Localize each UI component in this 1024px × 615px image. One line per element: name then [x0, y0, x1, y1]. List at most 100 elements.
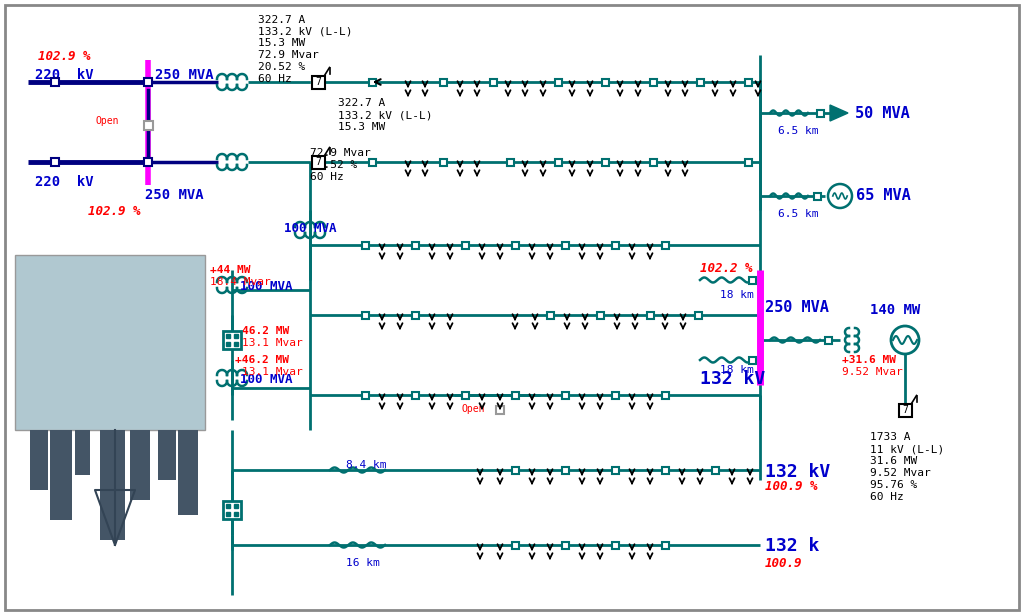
- Text: +31.6 MW: +31.6 MW: [842, 355, 896, 365]
- Bar: [512, 392, 518, 399]
- Bar: [496, 406, 504, 414]
- Bar: [507, 159, 513, 165]
- Bar: [611, 392, 618, 399]
- Text: 72.9 Mvar: 72.9 Mvar: [258, 50, 318, 60]
- Text: 322.7 A: 322.7 A: [338, 98, 385, 108]
- Text: 7: 7: [315, 77, 321, 87]
- Text: 220  kV: 220 kV: [35, 68, 93, 82]
- Bar: [439, 159, 446, 165]
- Bar: [662, 541, 669, 549]
- Bar: [555, 159, 561, 165]
- Text: 60 Hz: 60 Hz: [310, 172, 344, 182]
- Bar: [662, 392, 669, 399]
- Bar: [412, 312, 419, 319]
- Text: 31.6 MW: 31.6 MW: [870, 456, 918, 466]
- Bar: [512, 541, 518, 549]
- Text: 18.4 Mvar: 18.4 Mvar: [210, 277, 270, 287]
- Bar: [512, 242, 518, 248]
- Text: 7: 7: [315, 157, 321, 167]
- Bar: [50, 430, 72, 520]
- Text: 95.76 %: 95.76 %: [870, 480, 918, 490]
- FancyBboxPatch shape: [311, 156, 325, 169]
- Bar: [712, 467, 719, 474]
- Bar: [813, 192, 820, 199]
- Text: 100 MVA: 100 MVA: [240, 373, 293, 386]
- Text: 133.2 kV (L-L): 133.2 kV (L-L): [338, 110, 432, 120]
- Text: 140 MW: 140 MW: [870, 303, 921, 317]
- Text: 11 kV (L-L): 11 kV (L-L): [870, 444, 944, 454]
- Text: 16 km: 16 km: [346, 558, 380, 568]
- Bar: [611, 541, 618, 549]
- Bar: [696, 79, 703, 85]
- Text: 18 km: 18 km: [720, 290, 754, 300]
- Text: 102.9 %: 102.9 %: [88, 205, 140, 218]
- Text: 100.9 %: 100.9 %: [765, 480, 817, 493]
- Text: 250 MVA: 250 MVA: [155, 68, 214, 82]
- Bar: [749, 277, 756, 284]
- Text: 72.9 Mvar: 72.9 Mvar: [310, 148, 371, 158]
- Bar: [130, 430, 150, 500]
- Text: 20.52 %: 20.52 %: [310, 160, 357, 170]
- Text: 60 Hz: 60 Hz: [870, 492, 904, 502]
- Bar: [649, 79, 656, 85]
- Text: +46.2 MW: +46.2 MW: [234, 355, 289, 365]
- Bar: [816, 109, 823, 116]
- Text: 132 k: 132 k: [765, 537, 819, 555]
- Text: 102.9 %: 102.9 %: [38, 50, 90, 63]
- Bar: [547, 312, 554, 319]
- Bar: [361, 312, 369, 319]
- Bar: [158, 430, 176, 480]
- Bar: [611, 242, 618, 248]
- Bar: [662, 242, 669, 248]
- Bar: [143, 121, 153, 130]
- Bar: [51, 158, 59, 166]
- Text: 220  kV: 220 kV: [35, 175, 93, 189]
- Bar: [178, 430, 198, 515]
- Text: 100.9: 100.9: [765, 557, 803, 570]
- Bar: [30, 430, 48, 490]
- Text: 6.5 km: 6.5 km: [778, 126, 818, 136]
- Bar: [555, 79, 561, 85]
- Bar: [749, 357, 756, 363]
- Text: 65 MVA: 65 MVA: [856, 188, 910, 203]
- Text: 102.2 %: 102.2 %: [700, 262, 753, 275]
- Text: 13.1 Mvar: 13.1 Mvar: [242, 338, 303, 348]
- Bar: [361, 242, 369, 248]
- Text: 8.4 km: 8.4 km: [346, 460, 386, 470]
- Bar: [601, 159, 608, 165]
- Bar: [824, 336, 831, 344]
- Polygon shape: [830, 105, 848, 121]
- Circle shape: [828, 184, 852, 208]
- Bar: [51, 78, 59, 86]
- Bar: [561, 242, 568, 248]
- Bar: [601, 79, 608, 85]
- Bar: [646, 312, 653, 319]
- Bar: [223, 501, 241, 519]
- Text: 15.3 MW: 15.3 MW: [338, 122, 385, 132]
- Text: 50 MVA: 50 MVA: [855, 106, 909, 121]
- Text: 322.7 A: 322.7 A: [258, 15, 305, 25]
- Text: 250 MVA: 250 MVA: [765, 300, 828, 315]
- Bar: [369, 159, 376, 165]
- Text: 250 MVA: 250 MVA: [145, 188, 204, 202]
- Text: 100 MVA: 100 MVA: [284, 222, 336, 235]
- Bar: [489, 79, 497, 85]
- Bar: [361, 392, 369, 399]
- FancyBboxPatch shape: [311, 76, 325, 89]
- Bar: [144, 78, 152, 86]
- Bar: [439, 79, 446, 85]
- Text: 60 Hz: 60 Hz: [258, 74, 292, 84]
- Text: 1733 A: 1733 A: [870, 432, 910, 442]
- Bar: [694, 312, 701, 319]
- Text: 133.2 kV (L-L): 133.2 kV (L-L): [258, 26, 352, 36]
- Bar: [611, 467, 618, 474]
- Bar: [662, 467, 669, 474]
- Bar: [412, 242, 419, 248]
- Text: 15.3 MW: 15.3 MW: [258, 38, 305, 48]
- Text: 9.52 Mvar: 9.52 Mvar: [842, 367, 903, 377]
- Bar: [561, 392, 568, 399]
- Text: 18 km: 18 km: [720, 365, 754, 375]
- Bar: [744, 79, 752, 85]
- Bar: [597, 312, 603, 319]
- Text: +44 MW: +44 MW: [210, 265, 251, 275]
